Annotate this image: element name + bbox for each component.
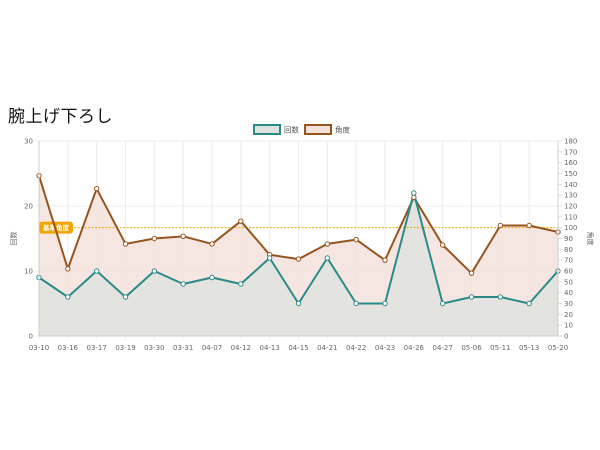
x-tick-label: 04-12 — [231, 344, 251, 352]
y-left-tick-label: 10 — [24, 268, 33, 276]
y-right-tick-label: 20 — [564, 311, 573, 319]
x-tick-label: 04-26 — [404, 344, 425, 352]
data-point — [468, 270, 475, 276]
data-point — [324, 255, 331, 261]
y-left-tick-label: 0 — [29, 333, 33, 341]
y-right-tick-label: 140 — [564, 181, 577, 189]
page-title: 腕上げ下ろし — [8, 107, 113, 127]
data-point — [180, 233, 186, 240]
data-point — [497, 294, 504, 300]
x-tick-label: 04-13 — [259, 344, 279, 352]
data-point — [353, 300, 359, 307]
x-tick-label: 03-17 — [86, 344, 106, 352]
x-tick-label: 04-15 — [288, 344, 308, 352]
y-right-axis-label: 角度 — [586, 232, 595, 246]
legend-label: 角度 — [335, 125, 350, 135]
data-point — [180, 281, 186, 287]
data-point — [468, 294, 475, 300]
y-right-tick-label: 130 — [564, 192, 577, 200]
y-left-axis-label: 回数 — [9, 232, 18, 246]
data-point — [93, 268, 100, 274]
x-tick-label: 04-22 — [346, 344, 366, 352]
y-right-tick-label: 100 — [564, 224, 577, 232]
legend-item-1: 角度 — [304, 124, 350, 135]
data-point — [151, 268, 158, 274]
y-right-tick-label: 120 — [564, 203, 577, 211]
x-tick-label: 04-27 — [432, 344, 452, 352]
legend: 回数 角度 — [253, 124, 350, 135]
x-tick-label: 05-13 — [519, 344, 539, 352]
data-points — [36, 172, 561, 307]
data-point — [439, 242, 446, 248]
data-point — [209, 241, 215, 247]
y-right-tick-label: 160 — [564, 159, 577, 167]
y-right-tick-label: 50 — [564, 278, 573, 286]
data-point — [266, 255, 273, 261]
data-point — [439, 300, 446, 307]
x-tick-label: 05-11 — [490, 344, 510, 352]
data-point — [65, 266, 71, 272]
y-right-tick-label: 0 — [564, 333, 568, 341]
y-right-tick-label: 60 — [564, 268, 573, 276]
data-point — [324, 241, 331, 247]
series-area-0 — [39, 193, 558, 336]
data-point — [238, 218, 244, 224]
data-point — [209, 274, 215, 281]
x-tick-label: 05-06 — [461, 344, 482, 352]
x-tick-label: 04-23 — [375, 344, 395, 352]
data-point — [497, 222, 504, 229]
legend-swatch — [253, 124, 281, 135]
data-point — [93, 185, 100, 192]
data-point — [526, 222, 532, 229]
data-point — [382, 257, 388, 263]
data-point — [411, 194, 417, 201]
data-point — [353, 236, 359, 243]
x-tick-label: 04-07 — [202, 344, 222, 352]
x-tick-label: 03-31 — [173, 344, 193, 352]
y-right-tick-label: 110 — [564, 213, 577, 221]
y-left-tick-label: 30 — [24, 138, 33, 146]
data-point — [122, 241, 129, 247]
data-point — [238, 281, 244, 287]
data-point — [382, 300, 388, 307]
legend-label: 回数 — [284, 125, 299, 135]
axes: 03-10 03-16 03-17 03-19 03-30 03-31 04-07 04-12… — [9, 138, 595, 353]
x-tick-label: 04-21 — [317, 344, 337, 352]
y-right-tick-label: 90 — [564, 235, 573, 243]
x-tick-label: 03-16 — [58, 344, 79, 352]
y-right-tick-label: 10 — [564, 322, 573, 330]
data-point — [411, 190, 417, 196]
y-right-tick-label: 80 — [564, 246, 573, 254]
data-point — [65, 294, 71, 300]
x-tick-label: 03-19 — [115, 344, 135, 352]
y-right-tick-label: 180 — [564, 138, 577, 146]
x-tick-label: 05-20 — [548, 344, 568, 352]
data-point — [295, 300, 302, 307]
y-left-tick-label: 20 — [24, 203, 33, 211]
data-point — [151, 235, 158, 242]
data-point — [122, 294, 129, 300]
x-tick-label: 03-10 — [29, 344, 49, 352]
y-right-tick-label: 30 — [564, 300, 573, 308]
y-right-tick-label: 40 — [564, 289, 573, 297]
y-right-tick-label: 170 — [564, 148, 577, 156]
series-areas — [39, 175, 558, 336]
y-right-tick-label: 150 — [564, 170, 577, 178]
legend-item-0: 回数 — [253, 124, 299, 135]
y-right-tick-label: 70 — [564, 257, 573, 265]
data-point — [526, 300, 532, 307]
data-point — [295, 256, 302, 262]
legend-swatch — [304, 124, 332, 135]
x-tick-label: 03-30 — [144, 344, 164, 352]
